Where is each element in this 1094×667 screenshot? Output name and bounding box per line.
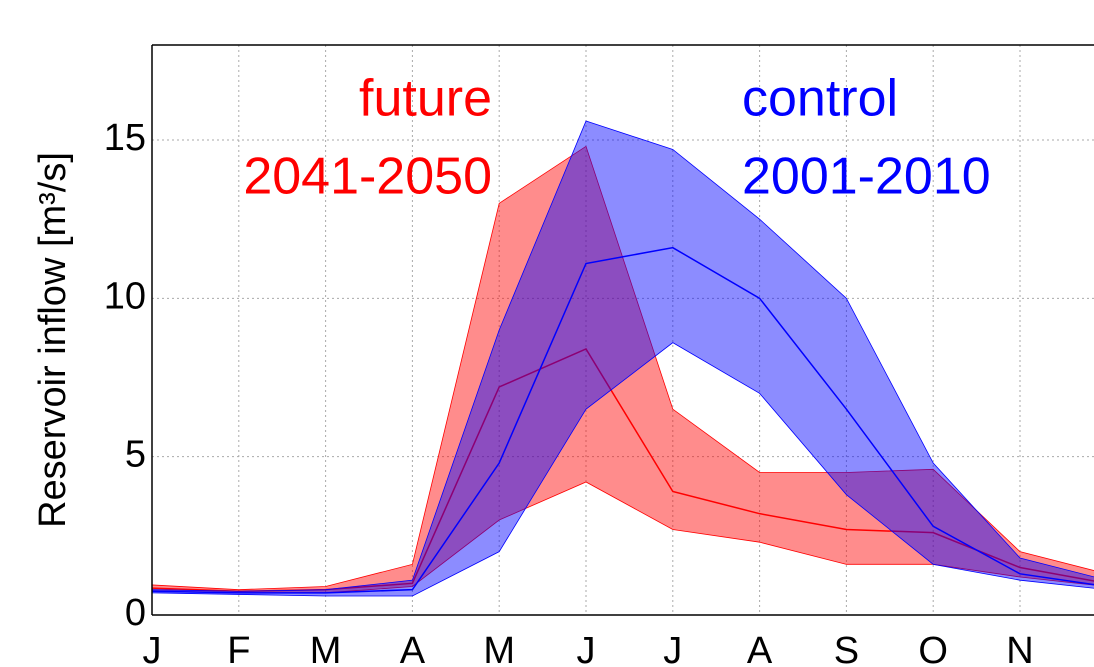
- series-label: future: [359, 70, 492, 128]
- x-tick-label: A: [747, 630, 773, 667]
- y-tick-label: 5: [125, 434, 146, 476]
- series-label: control: [742, 70, 898, 128]
- x-tick-label: J: [143, 630, 162, 667]
- x-tick-label: S: [834, 630, 859, 667]
- x-tick-label: M: [310, 630, 342, 667]
- series-period: 2041-2050: [243, 148, 492, 206]
- range-band: [151, 145, 1094, 594]
- x-tick-label: N: [1006, 630, 1033, 667]
- y-tick-label: 15: [104, 117, 146, 159]
- x-tick-label: A: [400, 630, 426, 667]
- y-tick-label: 10: [104, 275, 146, 317]
- x-tick-label: J: [577, 630, 596, 667]
- y-tick-label: 0: [125, 592, 146, 634]
- mean-line: [151, 246, 1094, 594]
- y-axis-label: Reservoir inflow [m³/s]: [32, 152, 74, 528]
- range-band: [151, 120, 1094, 597]
- x-tick-label: F: [227, 630, 250, 667]
- x-tick-label: O: [918, 630, 948, 667]
- x-tick-label: J: [663, 630, 682, 667]
- series-period: 2001-2010: [742, 148, 991, 206]
- x-tick-label: M: [483, 630, 515, 667]
